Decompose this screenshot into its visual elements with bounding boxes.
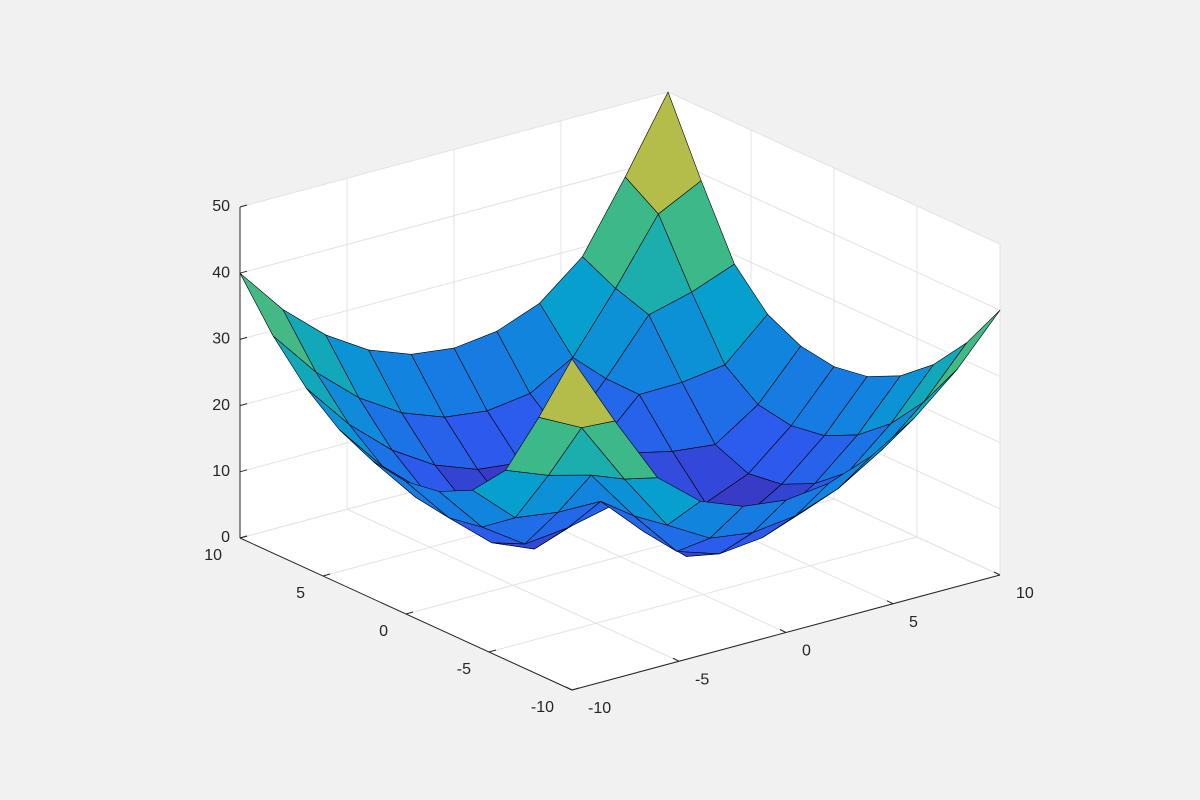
z-tick-label: 10 <box>212 463 230 480</box>
z-tick-label: 30 <box>212 331 230 348</box>
z-tick <box>239 204 248 208</box>
x-tick <box>779 629 787 633</box>
y-tick-label: 0 <box>379 623 388 640</box>
y-tick <box>571 687 580 691</box>
x-tick-label: -10 <box>588 700 611 717</box>
x-tick-label: 5 <box>909 614 918 631</box>
x-tick-label: -5 <box>695 671 709 688</box>
grid-line <box>239 157 669 274</box>
x-tick-label: 0 <box>802 643 811 660</box>
x-tick <box>672 657 680 662</box>
x-tick <box>993 571 1001 576</box>
z-tick <box>239 336 248 340</box>
y-tick-label: 5 <box>296 585 305 602</box>
z-tick-label: 50 <box>212 198 230 215</box>
z-tick <box>239 270 248 274</box>
surface-patch <box>538 358 616 428</box>
grid-line <box>667 157 1001 311</box>
z-tick-label: 0 <box>221 529 230 546</box>
y-tick <box>488 649 497 653</box>
y-tick-label: -10 <box>531 699 554 716</box>
surface <box>239 91 1001 557</box>
y-tick-label: -5 <box>457 661 471 678</box>
y-tick <box>405 611 414 615</box>
x-tick-label: 10 <box>1016 585 1034 602</box>
z-tick-label: 40 <box>212 264 230 281</box>
grid-line <box>667 91 1001 245</box>
grid-line <box>488 536 918 653</box>
y-tick <box>322 573 331 577</box>
z-tick <box>239 403 248 407</box>
z-tick <box>239 469 248 473</box>
x-tick <box>886 600 894 605</box>
x-tick <box>565 686 573 691</box>
y-tick <box>239 535 248 539</box>
z-tick-label: 20 <box>212 397 230 414</box>
grid-line <box>239 91 669 208</box>
y-tick-label: 10 <box>204 547 222 564</box>
